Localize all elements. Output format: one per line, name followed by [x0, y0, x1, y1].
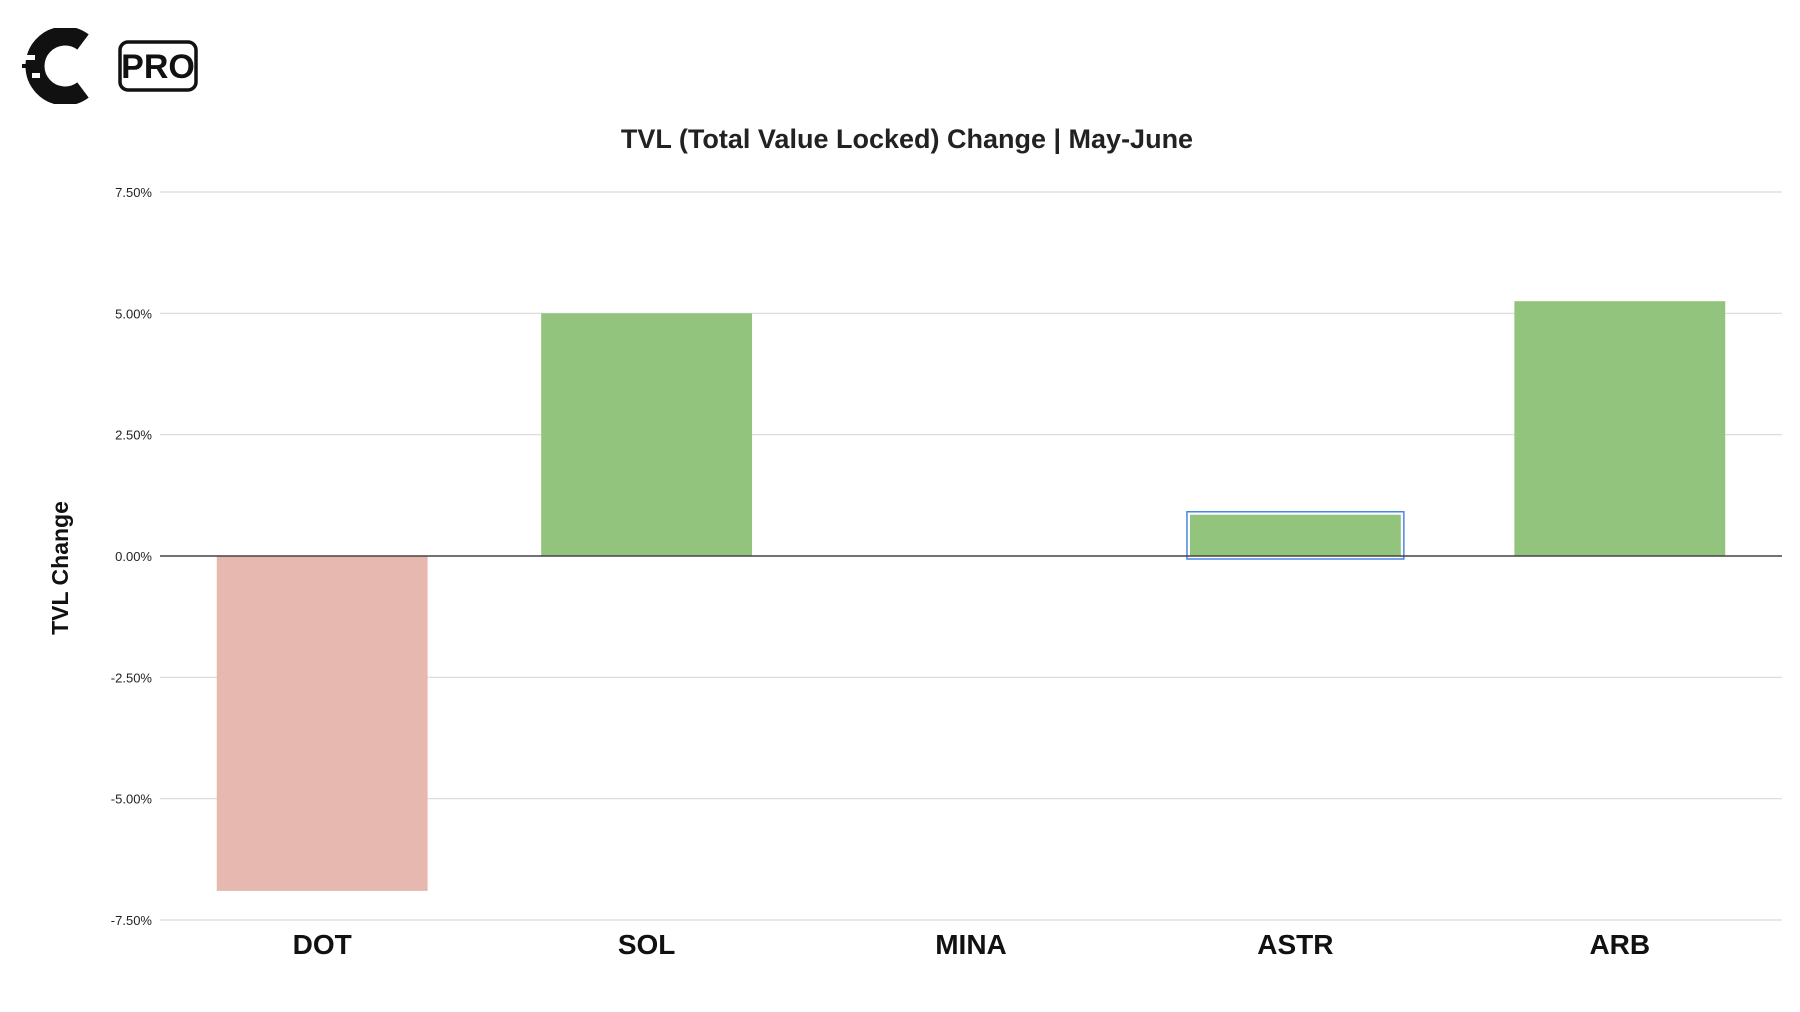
bar-dot — [216, 556, 428, 891]
y-tick-label: 5.00% — [115, 306, 152, 321]
logo-pro-text: PRO — [121, 48, 195, 86]
c-logo-icon: PRO — [22, 26, 198, 106]
x-category-label: DOT — [293, 929, 352, 960]
bar-sol — [541, 313, 753, 556]
y-tick-label: 0.00% — [115, 549, 152, 564]
x-axis-labels: DOT SOL MINA ASTR ARB — [293, 929, 1650, 960]
x-category-label: SOL — [618, 929, 676, 960]
x-category-label: MINA — [935, 929, 1007, 960]
bars — [216, 301, 1726, 891]
brand-logo: PRO — [20, 26, 200, 106]
y-tick-label: -2.50% — [111, 670, 153, 685]
bar-astr — [1189, 514, 1401, 556]
bar-selection-outline — [1186, 510, 1405, 560]
y-axis-ticks: 7.50% 5.00% 2.50% 0.00% -2.50% -5.00% -7.50% — [111, 185, 153, 928]
y-tick-label: -5.00% — [111, 792, 153, 807]
x-category-label: ARB — [1589, 929, 1650, 960]
bar-arb — [1514, 301, 1726, 556]
gridlines — [160, 191, 1782, 921]
y-tick-label: 7.50% — [115, 185, 152, 200]
y-axis-label: TVL Change — [47, 501, 73, 635]
y-tick-label: 2.50% — [115, 428, 152, 443]
chart-title: TVL (Total Value Locked) Change | May-Ju… — [621, 124, 1193, 154]
x-category-label: ASTR — [1257, 929, 1333, 960]
y-tick-label: -7.50% — [111, 913, 153, 928]
